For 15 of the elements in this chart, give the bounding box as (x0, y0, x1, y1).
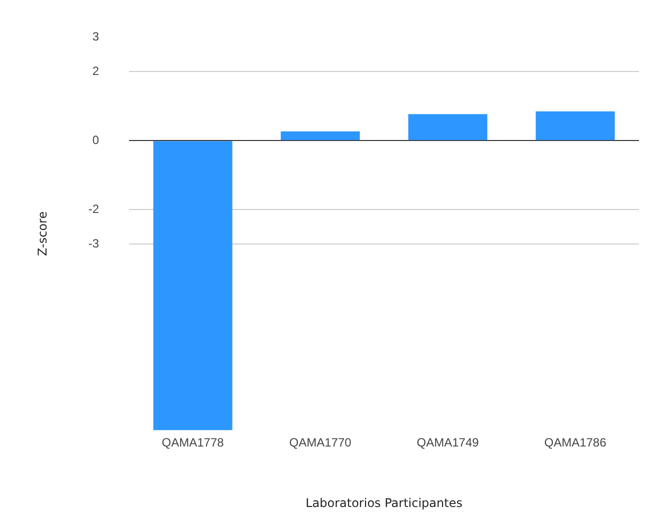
x-tick-label: QAMA1786 (544, 436, 607, 450)
bar (153, 141, 232, 430)
y-tick-label: -2 (88, 202, 100, 216)
bar (280, 131, 360, 140)
y-tick-label: 2 (92, 64, 100, 78)
y-axis-title: Z-score (35, 211, 50, 256)
x-tick-label: QAMA1749 (416, 436, 480, 450)
y-tick-label: 3 (92, 30, 100, 44)
bar (408, 114, 488, 140)
x-axis-title: Laboratorios Participantes (306, 496, 462, 510)
y-tick-label: 0 (92, 132, 100, 147)
bar (536, 111, 615, 140)
y-tick-label: -3 (88, 236, 100, 250)
x-tick-label: QAMA1770 (289, 436, 352, 450)
x-tick-label: QAMA1778 (162, 436, 224, 450)
